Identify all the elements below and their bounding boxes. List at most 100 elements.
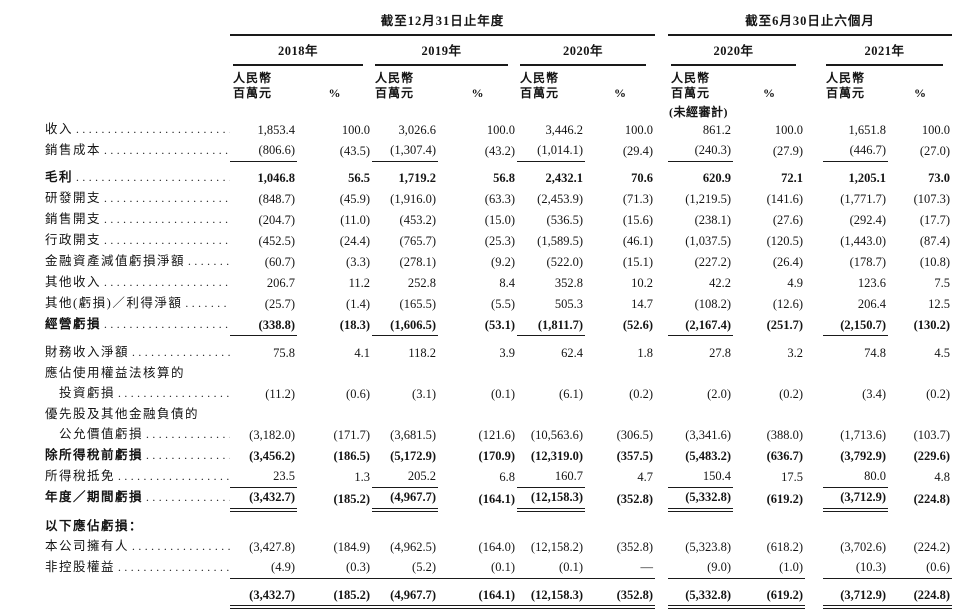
amount-cell: (240.3) — [668, 140, 734, 162]
percent-cell: (107.3) — [913, 192, 951, 206]
amount-cell: (0.1) — [517, 557, 585, 579]
column-spacer — [655, 404, 668, 424]
amount-cell: (108.2) — [694, 297, 732, 311]
table-row: 所得稅抵免...................................… — [45, 466, 952, 488]
amount-cell: 861.2 — [702, 122, 732, 137]
amount-cell: (2,150.7) — [823, 314, 889, 336]
amount-cell: (5.2) — [372, 557, 438, 579]
table-row: 除所得稅前虧損.................................… — [45, 445, 952, 466]
amount-cell: (3,681.5) — [390, 427, 436, 442]
percent-cell: (1.0) — [733, 557, 806, 579]
financial-statement-page: 截至12月31日止年度 截至6月30日止六個月 2018年 2019年 2020… — [45, 8, 953, 609]
amount-cell — [668, 510, 733, 537]
dot-leader: ........................................… — [104, 193, 230, 205]
percent-cell: 100.0 — [921, 122, 951, 137]
percent-cell: 100.0 — [624, 122, 654, 137]
amount-cell — [372, 510, 438, 537]
amount-cell: 620.9 — [702, 171, 732, 185]
amount-cell: (806.6) — [230, 140, 297, 162]
amount-cell: 1,719.2 — [398, 171, 437, 185]
percent-cell: (224.2) — [913, 539, 951, 554]
amount-cell: (3,712.9) — [823, 578, 889, 609]
row-label: 年度／期間虧損.................................… — [45, 489, 230, 504]
blank-cell — [45, 102, 668, 119]
percent-cell — [438, 363, 517, 383]
column-spacer — [655, 161, 668, 189]
amount-cell: (3,341.6) — [685, 427, 732, 442]
table-row: 收入......................................… — [45, 119, 952, 140]
dot-leader: ........................................… — [132, 346, 230, 359]
table-row: 金融資產減值虧損淨額..............................… — [45, 252, 952, 273]
amount-cell: (1,916.0) — [390, 192, 436, 206]
table-row: 經營虧損....................................… — [45, 314, 952, 336]
row-label: 金融資產減值虧損淨額..............................… — [45, 252, 230, 273]
amount-cell: (3.1) — [412, 386, 436, 401]
amount-cell: 123.6 — [857, 276, 887, 290]
column-spacer — [805, 161, 823, 189]
amount-cell: 3,446.2 — [545, 122, 584, 137]
amount-cell: (12,158.3) — [517, 487, 585, 512]
column-spacer — [805, 294, 823, 315]
column-spacer — [805, 210, 823, 231]
year-label: 2019年 — [375, 36, 508, 66]
year-header-row: 2018年 2019年 2020年 2020年 2021年 — [45, 35, 952, 66]
percent-cell: (5.5) — [491, 297, 515, 311]
amount-cell: (536.5) — [546, 213, 583, 227]
percent-cell: 3.9 — [499, 345, 515, 360]
percent-cell: (164.1) — [438, 578, 517, 609]
column-spacer — [805, 315, 823, 336]
column-spacer — [655, 445, 668, 466]
percent-cell: (0.2) — [926, 386, 951, 401]
row-label: 以下應佔虧損： — [45, 518, 144, 533]
amount-cell — [668, 404, 733, 424]
year-label: 2020年 — [520, 36, 647, 66]
amount-cell: (3,182.0) — [249, 427, 295, 442]
percent-cell: 17.5 — [781, 469, 804, 484]
percent-cell: (388.0) — [766, 427, 804, 442]
percent-cell: (164.1) — [478, 492, 515, 506]
percent-cell: 8.4 — [499, 276, 515, 290]
percent-cell: (15.0) — [484, 213, 515, 227]
amount-cell: (12,158.2) — [530, 539, 583, 554]
amount-cell: 2,432.1 — [545, 171, 584, 185]
amount-cell: 3,026.6 — [398, 122, 437, 137]
column-spacer — [655, 466, 668, 487]
amount-cell — [517, 510, 585, 537]
dot-leader: ........................................… — [132, 540, 230, 553]
column-spacer — [805, 336, 823, 364]
percent-cell: (3.3) — [346, 255, 370, 269]
blank-cell — [805, 102, 952, 119]
unit-header: 人民幣 百萬元 — [671, 71, 711, 100]
table-row: 非控股權益...................................… — [45, 557, 953, 579]
percent-cell: 56.5 — [348, 171, 370, 185]
amount-cell — [823, 363, 888, 383]
percent-cell: — — [585, 557, 656, 579]
dot-leader: ........................................… — [146, 428, 230, 441]
amount-cell: (848.7) — [258, 192, 295, 206]
percent-cell: (0.6) — [888, 557, 953, 579]
percent-cell: (103.7) — [913, 427, 951, 442]
amount-cell: (1,713.6) — [840, 427, 887, 442]
amount-cell: (3,702.6) — [840, 539, 887, 554]
column-spacer — [805, 424, 823, 445]
column-spacer — [805, 363, 823, 383]
table-row: 應佔使用權益法核算的 — [45, 363, 952, 383]
percent-cell: 12.5 — [928, 297, 951, 311]
table-body: 收入......................................… — [45, 119, 953, 609]
column-spacer — [655, 8, 668, 35]
dot-leader: ........................................… — [104, 235, 230, 247]
dot-leader: ........................................… — [118, 387, 230, 400]
row-label: 非控股權益...................................… — [45, 557, 230, 578]
amount-cell — [823, 404, 888, 424]
blank-cell — [45, 66, 230, 102]
amount-cell — [230, 363, 297, 383]
dot-leader: ........................................… — [104, 214, 230, 226]
row-label: 除所得稅前虧損.................................… — [45, 447, 230, 462]
amount-cell: (178.7) — [849, 255, 887, 269]
row-label: 毛利......................................… — [45, 170, 230, 184]
amount-cell: (522.0) — [546, 255, 583, 269]
column-spacer — [805, 404, 823, 424]
table-row: 行政開支....................................… — [45, 231, 952, 252]
table-row: 其他收入....................................… — [45, 273, 952, 294]
year-label: 2021年 — [826, 36, 944, 66]
